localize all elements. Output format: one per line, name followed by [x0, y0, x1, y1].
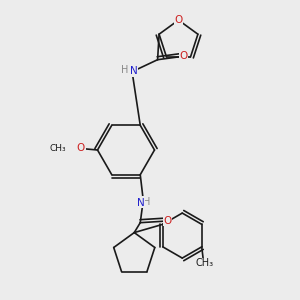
- Text: O: O: [77, 143, 85, 153]
- Text: CH₃: CH₃: [196, 258, 214, 268]
- Text: H: H: [121, 65, 128, 75]
- Text: N: N: [137, 198, 145, 208]
- Text: O: O: [174, 15, 183, 25]
- Text: CH₃: CH₃: [50, 144, 66, 153]
- Text: H: H: [142, 197, 150, 207]
- Text: O: O: [180, 51, 188, 61]
- Text: O: O: [164, 216, 172, 226]
- Text: N: N: [130, 66, 137, 76]
